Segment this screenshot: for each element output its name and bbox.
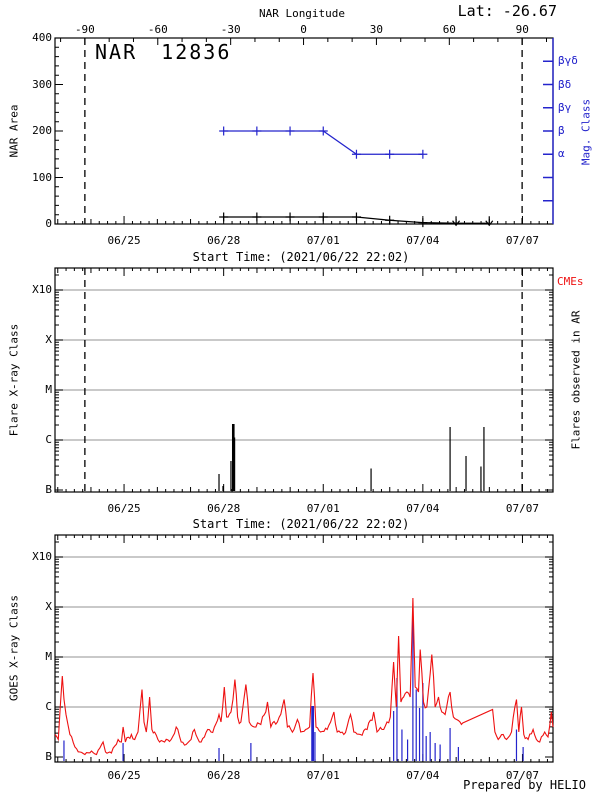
x-tick-label-07-07: 07/07 [505, 769, 540, 782]
limit-arrow-marker [452, 216, 461, 227]
series-nar_area-markers [219, 212, 428, 228]
panel3-y-label-M: M [45, 650, 52, 663]
x-tick-label-07-01: 07/01 [306, 234, 340, 247]
limit-arrow-marker [485, 216, 494, 227]
x-axis-ticks [57, 268, 548, 492]
lon-tick-label-60: 60 [442, 23, 456, 36]
panel2-xtitle: Start Time: (2021/06/22 22:02) [192, 517, 410, 531]
panel2-frame [54, 267, 554, 493]
log-y-ticks [55, 274, 553, 491]
mag-class-ticks [543, 60, 553, 202]
panel1-y-label-400: 400 [32, 31, 52, 44]
x-tick-label-07-01: 07/01 [306, 502, 340, 515]
panel3-y-label-X10: X10 [32, 550, 52, 563]
x-tick-label-06-25: 06/25 [107, 769, 141, 782]
panel2-y-label-X: X [45, 333, 52, 346]
mag-class-label-350: βγδ [558, 54, 578, 68]
cme-legend-label: CMEs [557, 275, 584, 288]
panel1-right-label: Mag. Class [579, 98, 593, 166]
lon-tick-label-0: 0 [300, 23, 307, 36]
panel1-y-ticks [55, 37, 63, 225]
x-tick-label-06-25: 06/25 [107, 502, 141, 515]
x-axis-ticks [57, 535, 548, 762]
x-tick-label-07-07: 07/07 [505, 234, 540, 247]
lon-tick-label--30: -30 [220, 23, 241, 36]
panel2-right-label: Flares observed in AR [569, 310, 583, 450]
mag-class-label-150: α [558, 147, 565, 161]
panel3-y-label-C: C [45, 700, 52, 713]
x-tick-label-07-07: 07/07 [505, 502, 540, 515]
credit-label: Prepared by HELIO [463, 778, 586, 792]
mag-class-label-300: βδ [558, 77, 572, 91]
x-tick-label-06-25: 06/25 [107, 234, 141, 247]
x-tick-label-06-28: 06/28 [207, 234, 241, 247]
latitude-label: Lat: -26.67 [457, 2, 557, 20]
panel1-y-label-200: 200 [32, 124, 52, 137]
log-y-ticks [55, 541, 553, 758]
lon-tick-label--90: -90 [74, 23, 95, 36]
panel1-y-label-100: 100 [32, 170, 52, 184]
panel2-y-label-X10: X10 [32, 283, 52, 296]
panel3-y-label-B: B [45, 750, 52, 763]
panel1-y-label-300: 300 [32, 77, 52, 91]
series-mag_class-markers [219, 126, 428, 159]
panel2-y-label-M: M [45, 383, 52, 396]
x-tick-label-07-01: 07/01 [306, 769, 340, 782]
x-tick-label-07-04: 07/04 [406, 234, 440, 247]
x-tick-label-07-04: 07/04 [406, 502, 440, 515]
panel2-y-label-B: B [45, 483, 52, 496]
lon-tick-label--60: -60 [147, 23, 168, 36]
lon-tick-label-30: 30 [369, 23, 384, 36]
x-tick-label-06-28: 06/28 [207, 502, 241, 515]
panel2-y-label-C: C [45, 433, 52, 446]
mag-class-label-250: βγ [558, 100, 572, 114]
panel1-y-label-0: 0 [45, 217, 52, 230]
panel1-xtitle: Start Time: (2021/06/22 22:02) [192, 250, 410, 264]
mag-class-label-200: β [558, 124, 565, 137]
panel3-y-label-X: X [45, 600, 52, 613]
x-tick-label-06-28: 06/28 [207, 769, 241, 782]
top-axis-title: NAR Longitude [258, 7, 346, 20]
x-tick-label-07-04: 07/04 [406, 769, 440, 782]
goes-flux-curve [54, 597, 554, 756]
lon-tick-label-90: 90 [515, 23, 529, 36]
panel1-title: NAR 12836 [95, 40, 232, 64]
longitude-ticks [60, 38, 548, 45]
panel3-frame [54, 534, 554, 763]
